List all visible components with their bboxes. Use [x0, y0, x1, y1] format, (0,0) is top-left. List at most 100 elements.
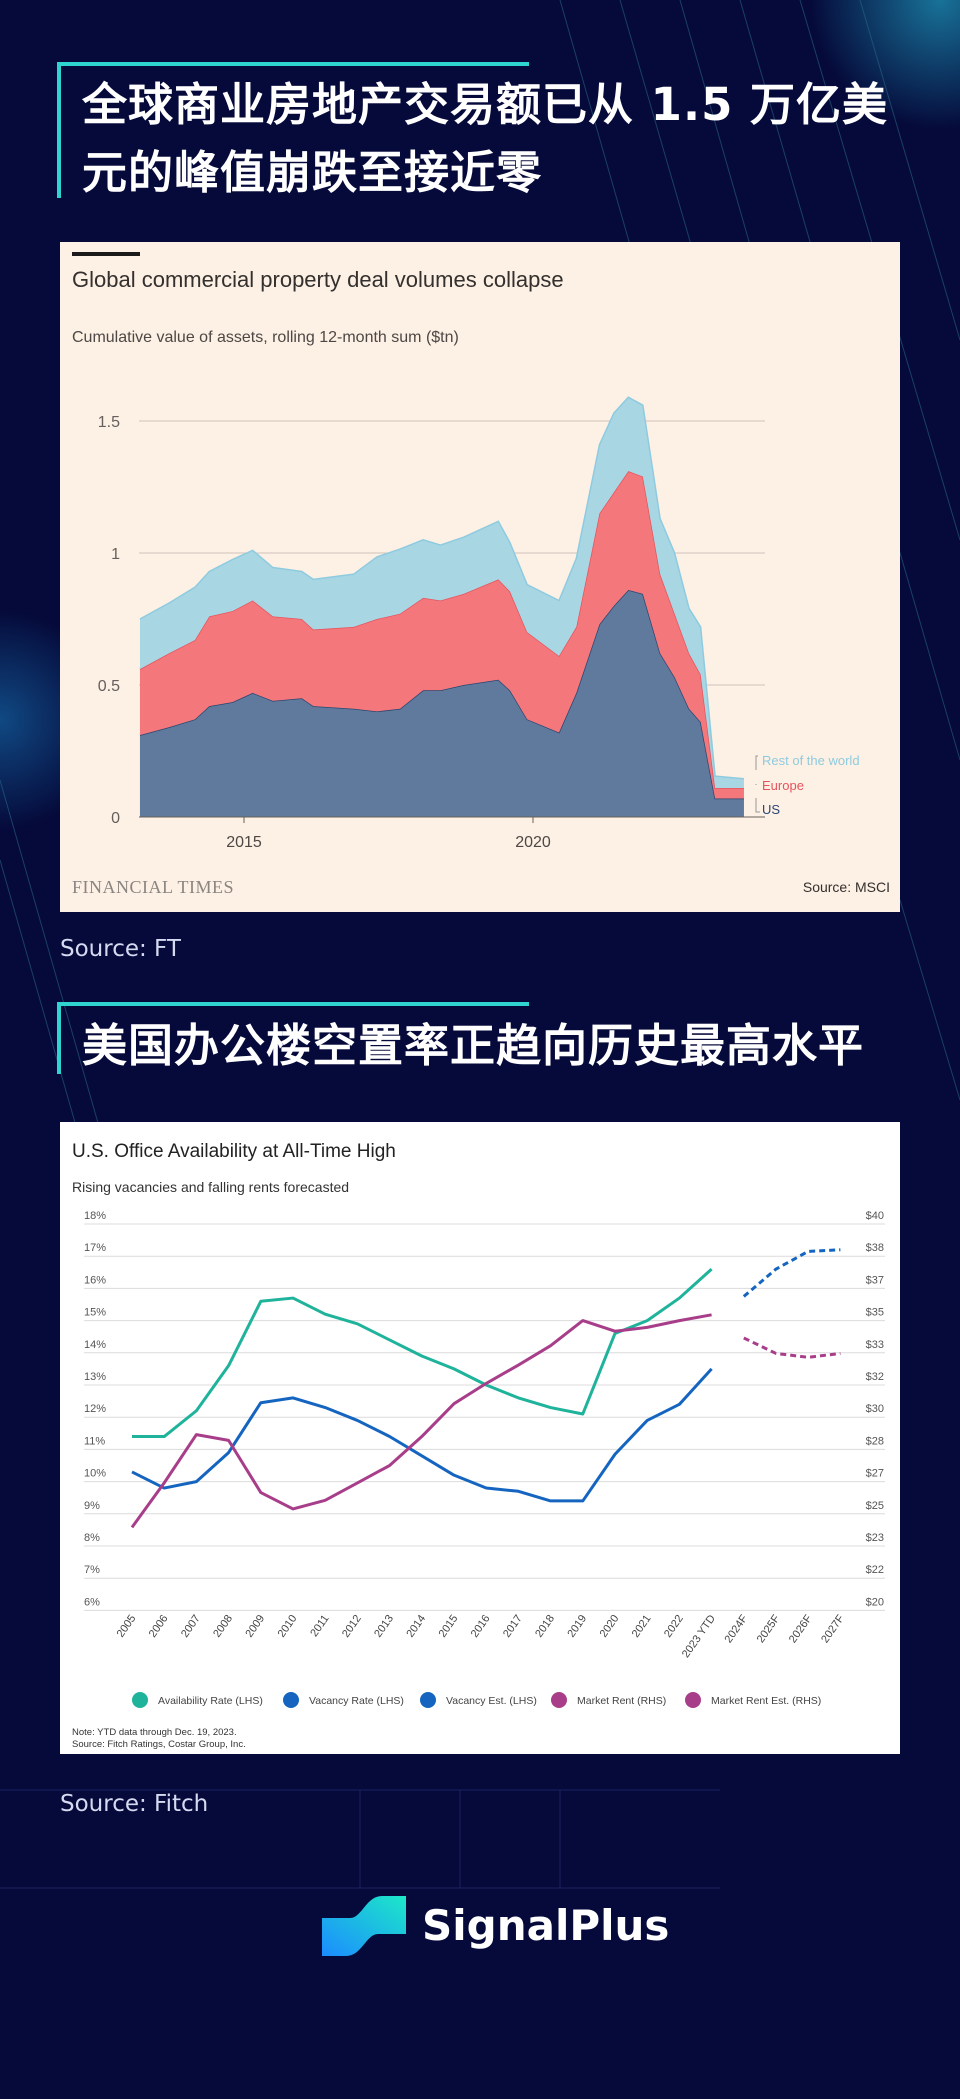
- y-right-tick-label: $32: [866, 1371, 884, 1383]
- x-tick-label: 2026F: [787, 1613, 815, 1646]
- y-left-tick-label: 9%: [84, 1500, 100, 1512]
- x-tick-label: 2027F: [819, 1613, 847, 1646]
- y-left-tick-label: 12%: [84, 1403, 106, 1415]
- y-tick-label: 0: [111, 810, 120, 827]
- series-line-market-rent-rhs: [130, 1313, 712, 1529]
- x-tick-label: 2018: [533, 1613, 557, 1640]
- area-edge-line: [139, 396, 745, 780]
- ft-logo: FINANCIAL TIMES: [72, 877, 234, 897]
- x-tick-label: 2015: [226, 834, 262, 851]
- x-tick-label: 2024F: [723, 1613, 751, 1646]
- y-right-tick-label: $28: [866, 1435, 884, 1447]
- y-left-tick-label: 16%: [84, 1274, 106, 1286]
- y-right-tick-label: $22: [866, 1564, 884, 1576]
- area-europe: [139, 471, 744, 799]
- chart-note: Note: YTD data through Dec. 19, 2023.: [72, 1727, 237, 1738]
- fitch-line-chart: U.S. Office Availability at All-Time Hig…: [72, 1141, 885, 1750]
- x-tick-label: 2005: [115, 1613, 139, 1640]
- x-tick-label: 2021: [630, 1613, 654, 1640]
- x-tick-label: 2011: [308, 1613, 331, 1639]
- legend-marker: [685, 1692, 701, 1708]
- legend-label: Europe: [762, 778, 804, 793]
- x-tick-label: 2013: [372, 1613, 396, 1640]
- chart-source: Source: MSCI: [803, 879, 890, 895]
- x-tick-label: 2017: [501, 1613, 525, 1640]
- heading-line: 元的峰值崩跌至接近零: [82, 146, 543, 199]
- heading-line: 全球商业房地产交易额已从 1.5 万亿美: [82, 78, 889, 131]
- legend-label: Rest of the world: [762, 753, 860, 768]
- ft-area-chart: Global commercial property deal volumes …: [72, 252, 890, 897]
- y-tick-label: 1: [111, 546, 120, 563]
- y-right-tick-label: $38: [866, 1242, 884, 1254]
- x-tick-label: 2016: [469, 1613, 493, 1640]
- y-left-tick-label: 10%: [84, 1468, 106, 1480]
- area-us: [139, 589, 744, 817]
- x-tick-label: 2008: [211, 1613, 235, 1640]
- chart-subtitle: Cumulative value of assets, rolling 12-m…: [72, 329, 459, 346]
- series-line-market-rent-est-rhs: [743, 1336, 841, 1359]
- y-right-tick-label: $23: [866, 1532, 884, 1544]
- section1-source: Source: FT: [60, 936, 181, 962]
- area-edge-line: [139, 470, 744, 789]
- legend-marker: [132, 1692, 148, 1708]
- x-tick-label: 2022: [662, 1613, 686, 1640]
- series-line-availability-rate-lhs: [132, 1267, 713, 1439]
- chart-title: Global commercial property deal volumes …: [72, 267, 564, 292]
- legend-bracket: [755, 755, 760, 813]
- chart-title: U.S. Office Availability at All-Time Hig…: [72, 1141, 396, 1162]
- x-tick-label: 2025F: [755, 1613, 783, 1646]
- heading-accent-bar: [57, 1002, 529, 1006]
- y-tick-label: 0.5: [98, 678, 120, 695]
- legend-marker: [283, 1692, 299, 1708]
- y-left-tick-label: 7%: [84, 1564, 100, 1576]
- y-right-tick-label: $33: [866, 1339, 884, 1351]
- brand-name: SignalPlus: [422, 1900, 670, 1950]
- chart-source: Source: Fitch Ratings, Costar Group, Inc…: [72, 1739, 246, 1750]
- y-right-tick-label: $35: [866, 1307, 884, 1319]
- x-tick-label: 2006: [147, 1613, 171, 1640]
- series-line-vacancy-rate-lhs: [131, 1367, 713, 1503]
- y-left-tick-label: 15%: [84, 1307, 106, 1319]
- section2-heading: 美国办公楼空置率正趋向历史最高水平: [82, 1019, 865, 1072]
- y-left-tick-label: 8%: [84, 1532, 100, 1544]
- x-tick-label: 2014: [404, 1613, 428, 1640]
- y-left-tick-label: 18%: [84, 1210, 106, 1222]
- fitch-chart-card: U.S. Office Availability at All-Time Hig…: [60, 1122, 900, 1754]
- ft-chart-card: Global commercial property deal volumes …: [60, 242, 900, 912]
- section2-source: Source: Fitch: [60, 1791, 209, 1817]
- y-right-tick-label: $25: [866, 1500, 884, 1512]
- legend-label: Market Rent Est. (RHS): [711, 1695, 821, 1707]
- legend-label: US: [762, 802, 780, 817]
- y-right-tick-label: $40: [866, 1210, 884, 1222]
- y-left-tick-label: 14%: [84, 1339, 106, 1351]
- y-left-tick-label: 17%: [84, 1242, 106, 1254]
- legend-label: Market Rent (RHS): [577, 1695, 666, 1707]
- y-right-tick-label: $37: [866, 1274, 884, 1286]
- y-left-tick-label: 13%: [84, 1371, 106, 1383]
- y-right-tick-label: $20: [866, 1596, 884, 1608]
- signalplus-logo: SignalPlus: [322, 1893, 669, 1957]
- x-tick-label: 2019: [565, 1613, 589, 1640]
- legend-label: Availability Rate (LHS): [158, 1695, 263, 1707]
- heading-accent-bar-vertical: [57, 1002, 61, 1074]
- series-line-vacancy-est-lhs: [742, 1248, 841, 1298]
- area-rest-of-the-world: [139, 397, 744, 788]
- x-tick-label: 2009: [243, 1613, 267, 1640]
- legend-marker: [420, 1692, 436, 1708]
- x-tick-label: 2020: [598, 1613, 622, 1640]
- section1-heading: 全球商业房地产交易额已从 1.5 万亿美 元的峰值崩跌至接近零: [82, 71, 888, 207]
- x-tick-label: 2007: [179, 1613, 203, 1640]
- legend-marker: [551, 1692, 567, 1708]
- x-tick-label: 2010: [276, 1613, 300, 1640]
- y-tick-label: 1.5: [98, 414, 120, 431]
- title-accent-bar: [72, 252, 140, 256]
- y-left-tick-label: 6%: [84, 1596, 100, 1608]
- chart-subtitle: Rising vacancies and falling rents forec…: [72, 1179, 349, 1195]
- signalplus-logo-icon: [322, 1896, 406, 1956]
- heading-accent-bar-vertical: [57, 62, 61, 198]
- legend-label: Vacancy Est. (LHS): [446, 1695, 537, 1707]
- y-right-tick-label: $27: [866, 1468, 884, 1480]
- y-left-tick-label: 11%: [84, 1435, 105, 1447]
- heading-accent-bar: [57, 62, 529, 66]
- y-right-tick-label: $30: [866, 1403, 884, 1415]
